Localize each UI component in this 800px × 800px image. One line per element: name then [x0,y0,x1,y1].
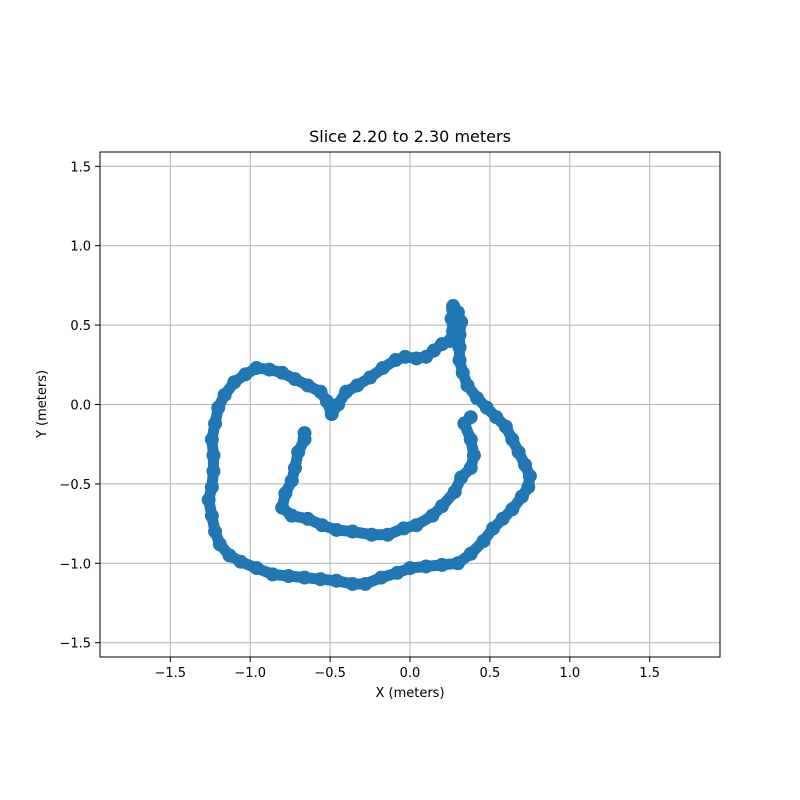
y-tick-label: −1.0 [59,557,91,572]
axes: −1.5 −1.0 −0.5 0.0 0.5 1.0 1.5 −1.5 −1.0 −0.5 0.0 0… [59,151,721,681]
x-tick-label: −1.0 [234,666,266,681]
y-tick-label: 1.5 [70,160,91,175]
data-points [201,299,537,591]
x-tick-label: 1.5 [639,666,660,681]
y-tick-label: 1.0 [70,240,91,255]
x-axis-label: X (meters) [375,686,444,701]
x-tick-label: 1.0 [559,666,580,681]
x-tick-label: −1.5 [155,666,187,681]
y-tick-label: −1.5 [59,637,91,652]
trace-segment [446,303,459,325]
x-tick-label: −0.5 [314,666,346,681]
x-tick-label: 0.0 [400,666,421,681]
chart-title: Slice 2.20 to 2.30 meters [309,127,511,146]
y-tick-label: 0.0 [70,399,91,414]
y-tick-label: 0.5 [70,319,91,334]
y-axis-label: Y (meters) [35,370,50,439]
x-tick-label: 0.5 [480,666,501,681]
y-tick-label: −0.5 [59,478,91,493]
